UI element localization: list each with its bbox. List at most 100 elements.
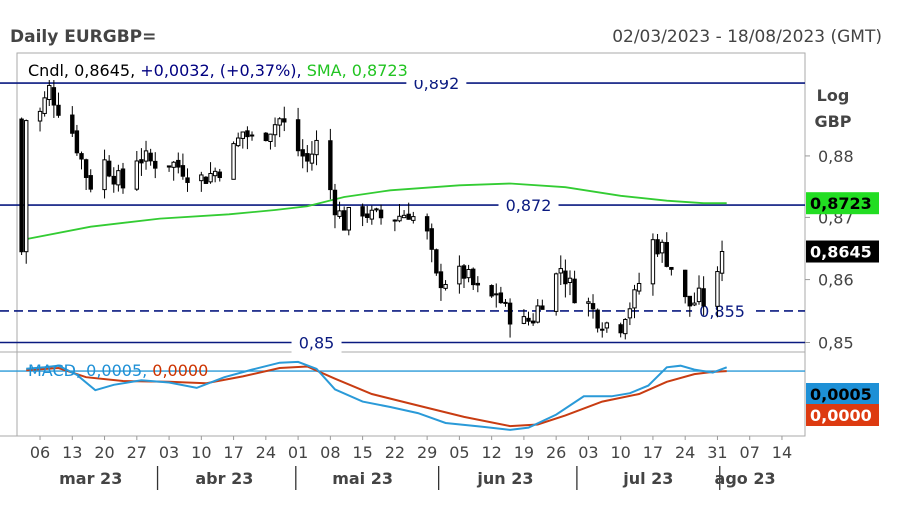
candle <box>341 210 347 231</box>
candle <box>696 287 702 303</box>
price-tick-label: 0,86 <box>818 271 854 290</box>
day-tick-label: 08 <box>320 443 340 462</box>
candle <box>176 159 181 168</box>
chart-title: Daily EURGBP= <box>10 27 157 47</box>
level-label-bg <box>498 195 559 216</box>
candle <box>567 277 573 283</box>
day-tick-label: 20 <box>94 443 114 462</box>
day-tick-label: 10 <box>191 443 211 462</box>
candle <box>627 308 633 319</box>
candle <box>406 213 411 220</box>
candle <box>475 282 481 286</box>
candle <box>489 285 494 297</box>
candle <box>438 271 444 289</box>
candle <box>37 110 43 122</box>
candle <box>56 104 61 116</box>
legend-part: 0,0000 <box>147 361 208 380</box>
candle <box>83 159 89 178</box>
legend-part: SMA, <box>302 61 347 80</box>
candle <box>143 150 149 162</box>
candle <box>434 249 439 274</box>
day-tick-label: 24 <box>675 443 695 462</box>
candle <box>74 130 80 154</box>
legend-part: (+0,37%), <box>215 61 302 80</box>
candle <box>558 268 563 274</box>
day-tick-label: 03 <box>578 443 598 462</box>
candle <box>636 282 642 292</box>
candle <box>563 270 568 285</box>
price-tick-label: 0,85 <box>818 333 854 352</box>
candle <box>553 273 559 312</box>
candle <box>231 143 236 180</box>
day-tick-label: 12 <box>481 443 501 462</box>
month-label: abr 23 <box>195 469 253 488</box>
level-label-bg <box>291 332 342 353</box>
month-label: ago 23 <box>715 469 776 488</box>
candle <box>360 206 365 217</box>
candle <box>180 165 186 177</box>
day-tick-label: 17 <box>643 443 663 462</box>
month-label: mai 23 <box>332 469 393 488</box>
candle <box>70 114 75 134</box>
legend-part: +0,0032, <box>135 61 215 80</box>
candle <box>669 266 674 270</box>
candle <box>572 278 577 304</box>
day-tick-label: 13 <box>62 443 82 462</box>
candle <box>411 216 416 221</box>
legend-part: 0,8723 <box>347 61 408 80</box>
macd-legend: MACD, 0,0005, 0,0000 <box>28 361 208 380</box>
candle <box>494 293 499 296</box>
candle <box>471 268 476 286</box>
day-tick-label: 19 <box>514 443 534 462</box>
day-tick-label: 01 <box>288 443 308 462</box>
candle <box>623 318 628 335</box>
candle <box>466 268 471 279</box>
day-tick-label: 05 <box>449 443 469 462</box>
candle <box>401 214 407 219</box>
day-tick-label: 10 <box>610 443 630 462</box>
day-tick-label: 27 <box>127 443 147 462</box>
day-tick-label: 17 <box>223 443 243 462</box>
candle <box>19 118 24 253</box>
candle <box>535 305 540 323</box>
candle <box>664 242 669 267</box>
close-badge: 0,8645 <box>810 243 872 262</box>
candle <box>682 269 688 298</box>
candle <box>245 130 250 138</box>
candle <box>139 159 144 164</box>
candle <box>277 118 282 126</box>
candle <box>457 265 462 285</box>
candle <box>199 174 204 182</box>
candle <box>595 309 600 329</box>
scale-label: Log <box>817 86 850 105</box>
candle <box>507 302 513 325</box>
legend-part: 0,8645, <box>69 61 135 80</box>
candle <box>263 132 269 142</box>
legend-part: 0,0005, <box>81 361 147 380</box>
candle <box>590 303 596 310</box>
candle <box>328 140 333 191</box>
day-tick-label: 22 <box>385 443 405 462</box>
candle <box>701 288 706 307</box>
candle <box>604 322 610 329</box>
candle <box>498 292 504 304</box>
macd-badge: 0,0005 <box>810 385 872 404</box>
candle <box>600 328 605 331</box>
sma-badge-bg <box>806 192 879 215</box>
candle <box>309 153 315 164</box>
close-badge-bg <box>806 240 879 263</box>
macd-line <box>26 360 728 431</box>
candle <box>47 84 52 101</box>
candle <box>521 316 527 324</box>
candle <box>249 134 255 137</box>
candle <box>424 216 430 232</box>
day-tick-label: 14 <box>772 443 792 462</box>
day-tick-label: 07 <box>740 443 760 462</box>
candle <box>655 239 660 255</box>
candle <box>166 165 172 168</box>
candle <box>378 209 384 219</box>
candle <box>429 228 434 250</box>
date-range: 02/03/2023 - 18/08/2023 (GMT) <box>612 27 882 47</box>
legend-part: MACD, <box>28 361 81 380</box>
